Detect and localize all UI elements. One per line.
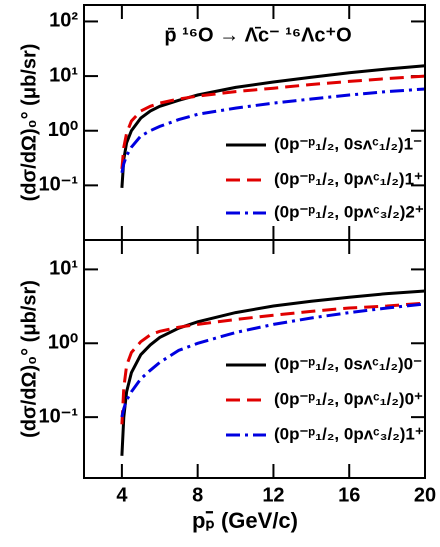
x-tick-label: 20 [414,484,436,506]
y-tick-label: 10⁰ [48,119,78,141]
legend-label: (0p⁻ᵖ₁/₂, 0sᴧᶜ₁/₂)0⁻ [274,354,422,373]
y-tick-label: 10⁻¹ [39,405,79,427]
legend-label: (0p⁻ᵖ₁/₂, 0pᴧᶜ₃/₂)1⁺ [274,424,424,443]
y-tick-label: 10¹ [49,64,78,86]
x-axis-label: pₚ̄ (GeV/c) [192,508,298,533]
chart-title: p̄ ¹⁶O → Λ̄c⁻ ¹⁶Λc⁺O [164,24,351,46]
legend-label: (0p⁻ᵖ₁/₂, 0pᴧᶜ₁/₂)1⁺ [274,169,423,188]
legend-label: (0p⁻ᵖ₁/₂, 0pᴧᶜ₃/₂)2⁺ [274,202,424,221]
x-tick-label: 8 [192,484,203,506]
legend-label: (0p⁻ᵖ₁/₂, 0sᴧᶜ₁/₂)1⁻ [274,134,422,153]
x-tick-label: 16 [338,484,360,506]
x-tick-label: 12 [262,484,284,506]
y-axis-label: (dσ/dΩ)₀° (μb/sr) [18,44,40,202]
series-line [120,302,426,418]
series-line [120,301,426,425]
plot-frame [83,239,426,479]
series-line [120,87,426,174]
series-line [120,74,426,170]
y-axis-label: (dσ/dΩ)₀° (μb/sr) [18,280,40,438]
x-tick-label: 4 [116,484,128,506]
y-tick-label: 10² [49,10,78,32]
y-tick-label: 10¹ [49,258,78,280]
series-line [120,64,426,188]
y-tick-label: 10⁻¹ [39,174,79,196]
y-tick-label: 10⁰ [48,332,78,354]
legend-label: (0p⁻ᵖ₁/₂, 0pᴧᶜ₁/₂)0⁺ [274,389,423,408]
